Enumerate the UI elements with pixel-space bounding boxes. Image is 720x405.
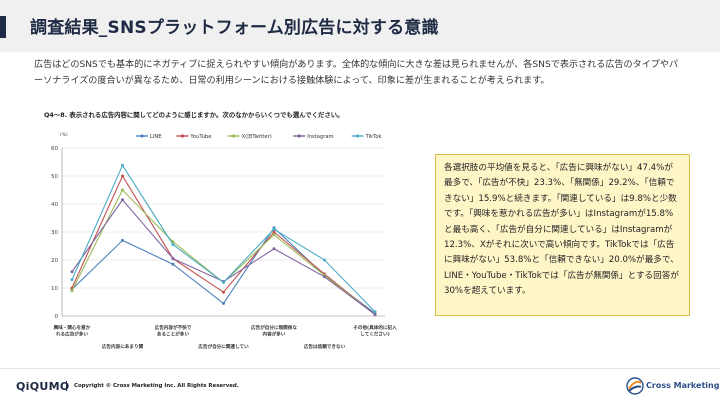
data-point <box>373 310 377 314</box>
question-text: Q4～8. 表示される広告内容に関してどのように感じますか。次のなかからいくつで… <box>44 111 344 119</box>
y-tick-label: 50 <box>51 174 58 180</box>
data-point <box>121 198 124 202</box>
data-point <box>272 230 276 234</box>
series-line <box>71 226 376 314</box>
x-tick-label: 広告内容が不快で <box>155 324 192 331</box>
data-point <box>121 174 124 178</box>
data-point <box>222 290 225 294</box>
data-point <box>272 247 276 251</box>
legend-marker <box>297 134 301 138</box>
y-tick-label: 30 <box>51 230 58 236</box>
y-tick-label: 10 <box>51 286 58 292</box>
qiqumo-logo: QiQUMO <box>16 380 70 393</box>
legend-marker <box>356 134 360 138</box>
legend-marker <box>180 134 184 138</box>
page-title: 調査結果_SNSプラットフォーム別広告に対する意識 <box>30 18 439 38</box>
data-point <box>70 278 74 282</box>
intro-text: 広告はどのSNSでも基本的にネガティブに捉えられやすい傾向があります。全体的な傾… <box>34 60 679 86</box>
x-tick-label: あることが多い <box>157 331 190 338</box>
data-point <box>272 227 276 231</box>
data-point <box>70 270 74 274</box>
y-tick-label: 40 <box>51 202 58 208</box>
data-point <box>171 257 175 261</box>
x-tick-label: その他(具体的に記入 <box>353 324 397 331</box>
x-tick-label: 内容が多い <box>263 331 286 338</box>
legend-marker <box>140 134 144 138</box>
legend-label: TikTok <box>365 134 382 140</box>
x-tick-label: れる広告が多い <box>56 331 89 338</box>
data-point <box>272 233 276 237</box>
data-point <box>323 258 326 262</box>
data-point <box>70 289 74 293</box>
x-tick-label: してください) <box>360 331 389 338</box>
x-tick-label: 興味・関心を惹か <box>54 324 91 331</box>
cross-marketing-mark-icon <box>626 377 644 395</box>
legend-label: LINE <box>150 134 162 140</box>
legend-label: YouTube <box>189 134 211 140</box>
footer-separator <box>66 381 67 391</box>
line-chart: (%) 0 10 20 30 40 50 60 興味・関心を惹かれる広告が多い広告内容にあまり関… <box>51 132 397 350</box>
series-line <box>71 198 376 316</box>
data-point <box>222 280 225 284</box>
data-point <box>171 243 175 247</box>
x-tick-label: 広告が自分に無関係な <box>251 324 297 331</box>
data-point <box>121 163 124 167</box>
legend-marker <box>232 134 236 138</box>
y-tick-label: 0 <box>55 314 59 320</box>
y-tick-label: 60 <box>51 146 58 152</box>
commentary-box: 各選択肢の平均値を見ると、「広告に興味がない」47.4%が最多で、「広告が不快」… <box>435 154 690 316</box>
series-line <box>71 189 376 316</box>
footer-divider <box>0 368 720 369</box>
cross-marketing-text: Cross Marketing <box>646 381 720 390</box>
x-tick-label: 広告内容にあまり関 <box>102 343 144 350</box>
y-unit-label: (%) <box>60 132 68 138</box>
data-point <box>222 301 225 305</box>
x-tick-label: 広告は信頼できない <box>304 343 346 350</box>
x-tick-label: 広告が自分に関連してい <box>198 343 249 350</box>
y-tick-label: 20 <box>51 258 58 264</box>
title-bar: 調査結果_SNSプラットフォーム別広告に対する意識 <box>0 0 720 52</box>
legend-label: X(旧Twitter) <box>242 133 272 140</box>
copyright-text: Copyright © Cross Marketing Inc. All Rig… <box>74 383 239 389</box>
legend-label: Instagram <box>307 134 333 140</box>
data-point <box>373 313 377 317</box>
title-accent-bar <box>0 16 6 38</box>
data-point <box>323 275 326 279</box>
data-point <box>121 238 124 242</box>
data-point <box>121 188 124 192</box>
data-point <box>171 262 175 266</box>
